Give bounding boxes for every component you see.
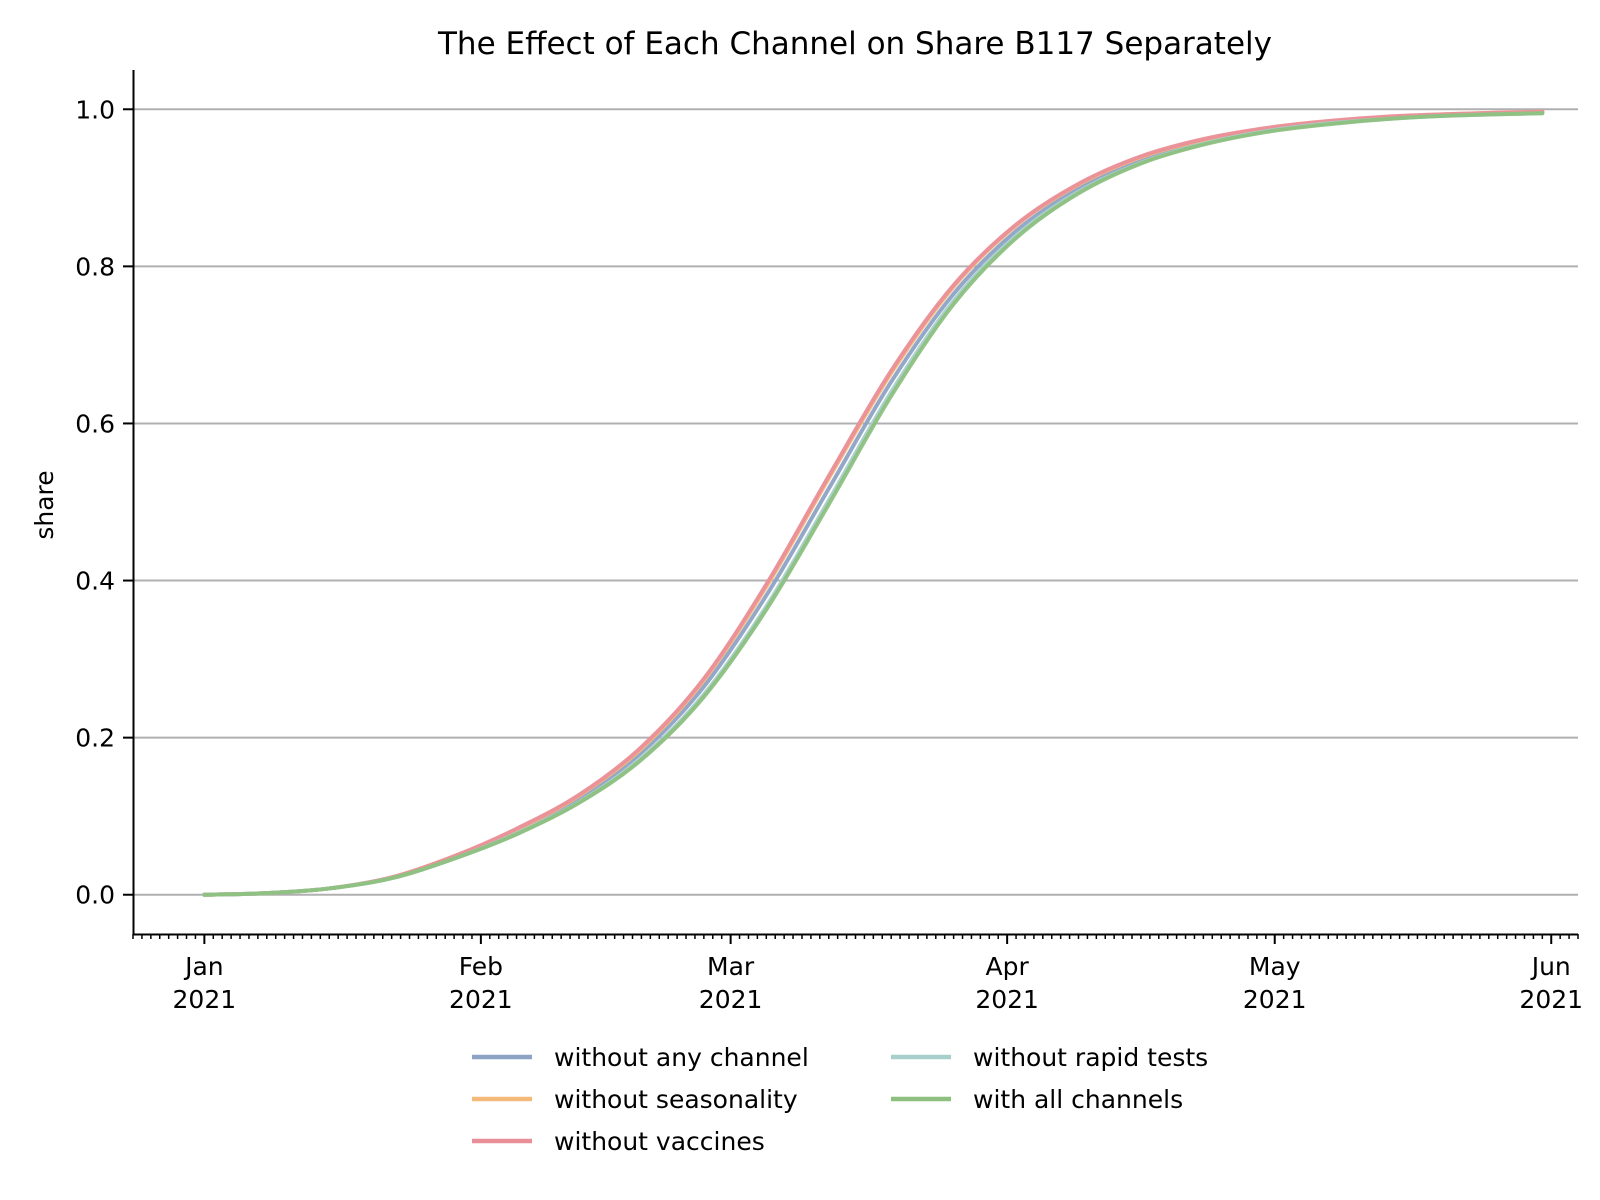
y-ticks: 0.0 0.2 0.4 0.6 0.8 1.0 [75, 95, 133, 910]
legend-label: without seasonality [554, 1085, 798, 1114]
legend-label: without any channel [554, 1043, 809, 1072]
x-tick-month-label: Apr [986, 952, 1030, 981]
legend-label: with all channels [973, 1085, 1183, 1114]
grid [133, 108, 1578, 896]
x-tick-month-label: Mar [707, 952, 755, 981]
y-tick-label: 1.0 [75, 95, 115, 124]
x-tick-year-label: 2021 [699, 985, 763, 1014]
series-line-with-all-channels [202, 111, 1545, 897]
x-tick-year-label: 2021 [1243, 985, 1307, 1014]
legend: without any channel without seasonality wi… [472, 1043, 1208, 1156]
x-tick-year-label: 2021 [449, 985, 513, 1014]
y-tick-label: 0.8 [75, 252, 115, 281]
series-line-without-vaccines [202, 109, 1545, 897]
chart-title: The Effect of Each Channel on Share B117… [437, 26, 1272, 62]
x-tick-month-label: Feb [459, 952, 503, 981]
y-tick-label: 0.2 [75, 724, 115, 753]
x-tick-month-label: May [1249, 952, 1301, 981]
x-tick-year-label: 2021 [1519, 985, 1583, 1014]
legend-label: without vaccines [554, 1127, 765, 1156]
x-tick-month-label: Jan [183, 952, 224, 981]
y-tick-label: 0.6 [75, 409, 115, 438]
y-tick-label: 0.0 [75, 881, 115, 910]
x-ticks: Jan 2021 Feb 2021 Mar 2021 Apr 2021 May 2021 Jun 20… [132, 934, 1583, 1014]
x-tick-year-label: 2021 [173, 985, 237, 1014]
x-tick-month-label: Jun [1530, 952, 1571, 981]
series-lines [202, 109, 1545, 897]
y-tick-label: 0.4 [75, 567, 115, 596]
legend-label: without rapid tests [973, 1043, 1208, 1072]
x-tick-year-label: 2021 [975, 985, 1039, 1014]
y-axis-label: share [30, 470, 59, 539]
